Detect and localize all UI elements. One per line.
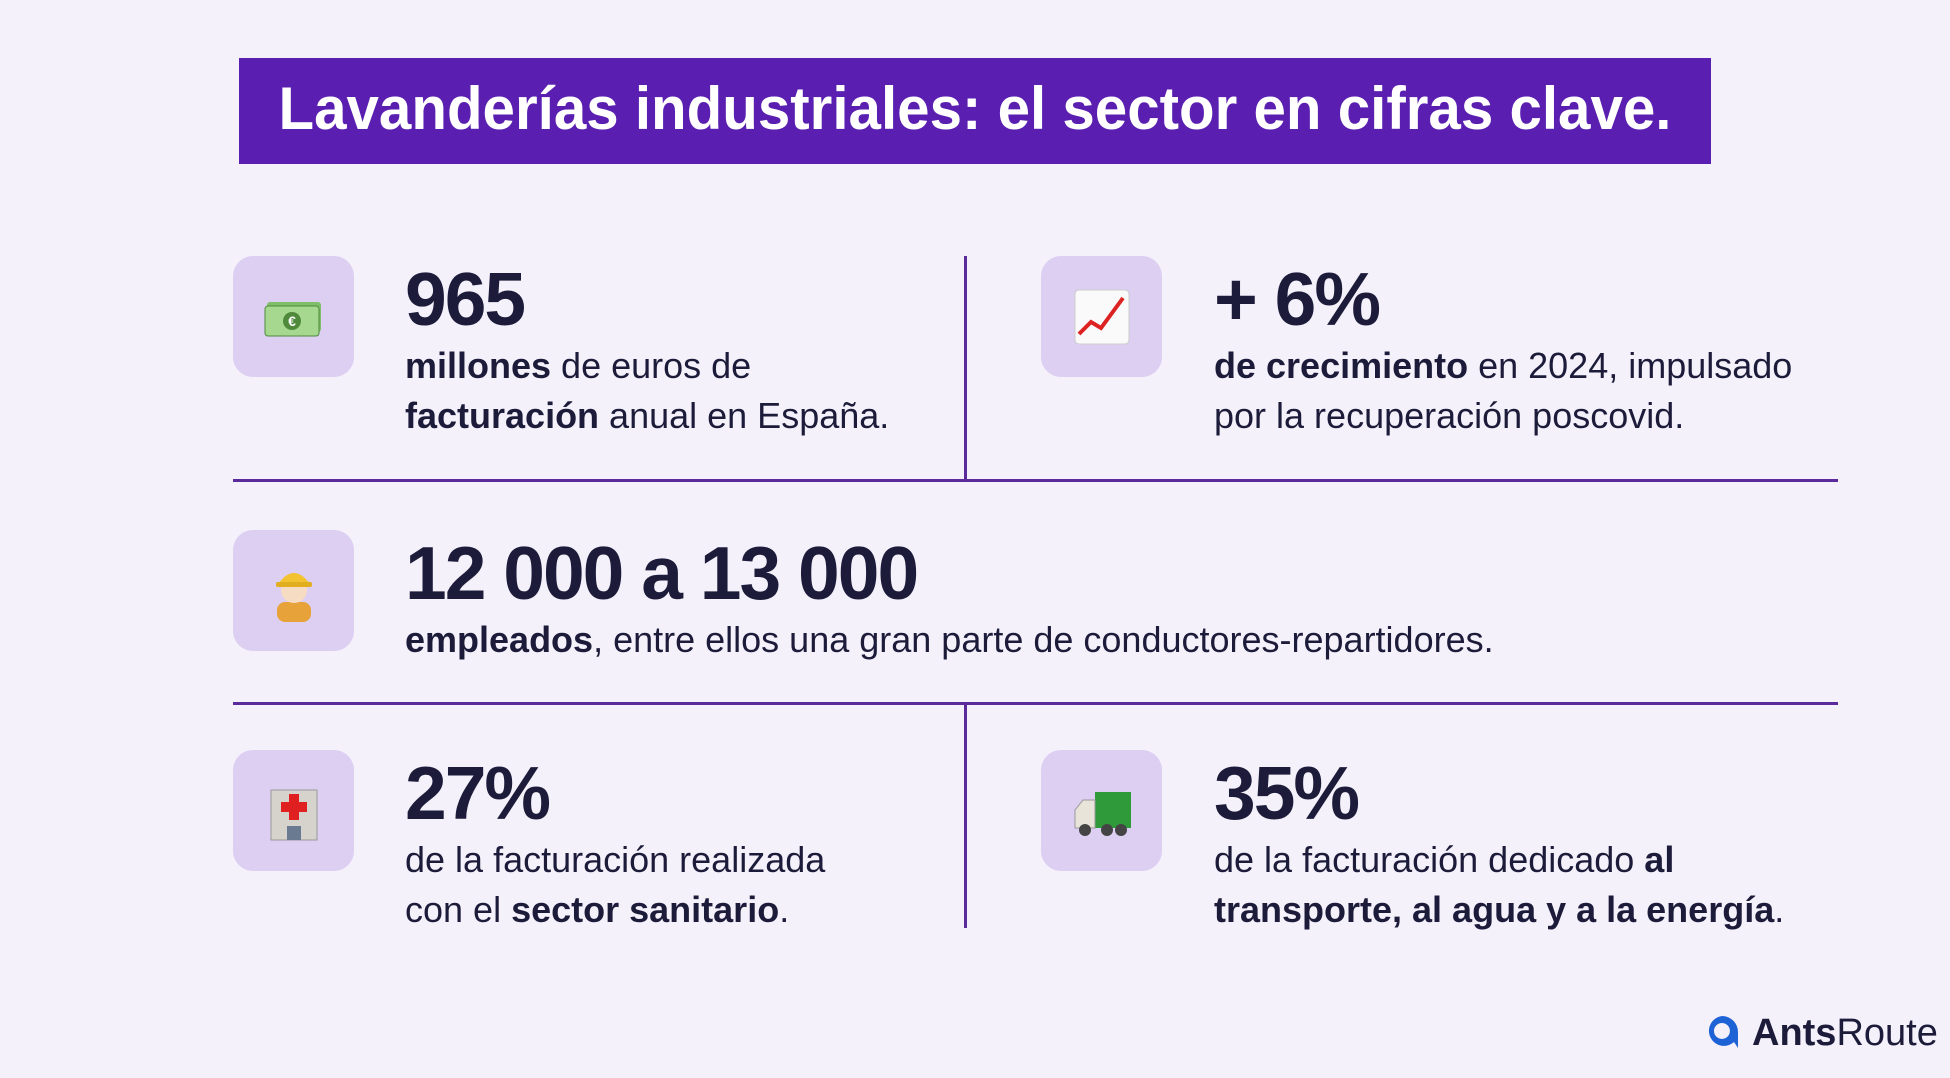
svg-text:€: € [288, 313, 296, 329]
text-segment: con el [405, 889, 512, 930]
logo-mark [1708, 1016, 1738, 1048]
logo: AntsRoute [1752, 1012, 1938, 1055]
stat-description: facturación anual en España. [405, 391, 889, 441]
stat-description: con el sector sanitario. [405, 885, 789, 935]
divider [964, 704, 967, 928]
text-segment: sector sanitario [511, 889, 780, 930]
title-box [239, 58, 1711, 164]
text-segment: de crecimiento [1214, 345, 1469, 386]
stat-description: de la facturación realizada [405, 835, 825, 885]
stat-figure: 27% [405, 751, 551, 835]
divider [964, 256, 967, 479]
stat-figure: 35% [1214, 751, 1360, 835]
title: Lavanderías industriales: el sector en c… [279, 75, 1672, 142]
logo-part: Route [1836, 1012, 1938, 1054]
stat-figure: + 6% [1214, 257, 1381, 341]
text-segment: transporte, al agua y a la energía [1214, 889, 1775, 930]
text-segment: en 2024, impulsado [1468, 345, 1793, 386]
worker-icon [233, 530, 354, 651]
divider [233, 479, 1838, 482]
text-segment: de la facturación realizada [405, 839, 826, 880]
text-segment: por la recuperación poscovid. [1214, 395, 1685, 436]
text-segment: facturación [405, 395, 600, 436]
truck-icon [1041, 750, 1162, 871]
logo-part: Ants [1752, 1012, 1837, 1054]
text-segment: al [1644, 839, 1675, 880]
money-icon: € [233, 256, 354, 377]
text-segment: empleados [405, 619, 594, 660]
chart-icon [1041, 256, 1162, 377]
text-segment: anual en España. [599, 395, 890, 436]
stat-description: de crecimiento en 2024, impulsado [1214, 341, 1792, 391]
divider [233, 702, 1838, 705]
stat-description: empleados, entre ellos una gran parte de… [405, 615, 1494, 665]
stat-figure: 12 000 a 13 000 [405, 531, 919, 615]
title-banner: Lavanderías industriales: el sector en c… [239, 58, 1711, 164]
stat-description: de la facturación dedicado al [1214, 835, 1674, 885]
stat-description: transporte, al agua y a la energía. [1214, 885, 1784, 935]
text-segment: de la facturación dedicado [1214, 839, 1645, 880]
stat-figure: 965 [405, 257, 526, 341]
text-segment: , entre ellos una gran parte de conducto… [593, 619, 1494, 660]
text-segment: . [1774, 889, 1785, 930]
text-segment: millones [405, 345, 552, 386]
stat-description: millones de euros de [405, 341, 751, 391]
hospital-icon [233, 750, 354, 871]
text-segment: de euros de [551, 345, 752, 386]
text-segment: . [779, 889, 790, 930]
stat-description: por la recuperación poscovid. [1214, 391, 1684, 441]
